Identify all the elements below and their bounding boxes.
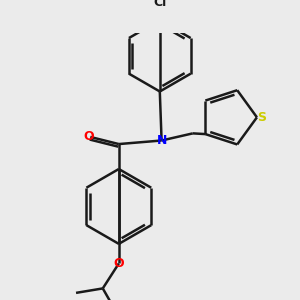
Text: O: O [84,130,94,143]
Text: S: S [257,111,266,124]
Text: Cl: Cl [153,0,167,9]
Text: N: N [156,134,167,147]
Text: O: O [113,257,124,270]
